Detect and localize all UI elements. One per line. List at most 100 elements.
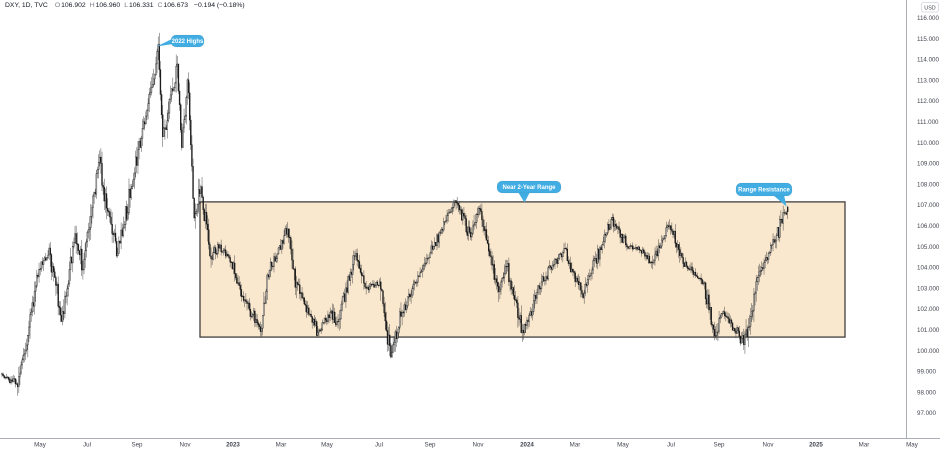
candle-down [380, 281, 382, 290]
candle-down [404, 304, 407, 310]
candle-down [235, 273, 237, 278]
currency-button-label: USD [924, 6, 935, 12]
currency-button[interactable]: USD [921, 2, 939, 13]
candle-down [652, 262, 654, 264]
candle-down [258, 324, 261, 327]
callout-bubble [170, 34, 205, 48]
candle-up [649, 261, 652, 264]
candle-up [434, 242, 436, 247]
price-tick-label: 104.000 [917, 265, 940, 272]
candle-down [239, 285, 241, 290]
range-box-drawing[interactable] [199, 201, 846, 338]
candle-up [336, 321, 338, 325]
candle-down [739, 336, 742, 344]
candle-down [144, 121, 146, 125]
candle-up [754, 292, 756, 295]
candle-up [56, 283, 58, 286]
candle-down [111, 223, 113, 234]
callout-range-resistance[interactable]: Range Resistance [735, 182, 793, 207]
candle-up [408, 293, 410, 297]
candle-down [41, 261, 44, 265]
candle-up [761, 267, 763, 271]
candle-down [735, 330, 737, 334]
candle-down [627, 246, 629, 249]
candle-up [86, 231, 89, 243]
candle-down [360, 272, 363, 276]
candle-up [369, 284, 372, 287]
candle-down [389, 334, 391, 346]
candle-down [692, 270, 694, 275]
candle-up [219, 244, 221, 249]
symbol-title[interactable]: DXY, 1D, TVC [5, 2, 48, 9]
price-tick-label: 110.000 [917, 140, 939, 147]
candle-up [655, 250, 657, 255]
candle-up [663, 238, 665, 240]
candle-up [128, 189, 130, 213]
candle-down [565, 247, 567, 250]
candle-down [470, 232, 472, 238]
candle-up [753, 293, 755, 311]
candle-down [621, 234, 624, 243]
candle-up [73, 242, 75, 247]
candle-down [11, 379, 13, 382]
candle-up [164, 127, 166, 129]
candle-up [253, 310, 255, 315]
candle-down [106, 207, 109, 212]
candle-up [72, 246, 74, 264]
callout-highs-2022[interactable]: 2022 Highs [156, 34, 205, 48]
candle-up [559, 253, 562, 255]
range-box-fill[interactable] [200, 201, 845, 338]
candle-down [539, 288, 542, 290]
candle-down [303, 297, 305, 305]
candle-up [96, 169, 99, 174]
candle-up [499, 288, 501, 293]
candle-down [672, 230, 674, 235]
candle-down [409, 293, 411, 298]
candle-up [222, 249, 225, 253]
candle-down [508, 263, 510, 283]
candle-down [348, 276, 350, 281]
candle-up [321, 322, 323, 331]
candle-down [344, 293, 346, 302]
candle-down [636, 247, 638, 250]
candle-up [718, 318, 720, 332]
candle-up [654, 253, 656, 261]
candle-down [77, 244, 80, 251]
candle-down [58, 305, 60, 308]
candle-up [340, 303, 343, 311]
candle-down [386, 330, 389, 345]
price-axis[interactable]: 116.000 115.000 114.000 113.000 112.000 111.0… [917, 15, 940, 417]
candle-up [156, 51, 158, 65]
candle-up [540, 281, 543, 289]
candle-down [625, 235, 627, 246]
candle-up [757, 275, 760, 278]
candle-down [481, 211, 483, 220]
candle-down [302, 297, 304, 299]
candle-up [284, 228, 286, 236]
time-axis[interactable]: May Jul Sep Nov 2023 Mar May Jul Sep Nov 2024 Mar Ma… [34, 442, 919, 449]
candle-up [391, 351, 393, 358]
candle-up [145, 115, 147, 125]
candle-up [137, 149, 139, 166]
candle-down [441, 228, 444, 231]
candle-up [511, 287, 513, 290]
candle-up [392, 344, 394, 353]
candle-down [456, 202, 458, 204]
candle-up [88, 227, 91, 230]
candle-down [76, 243, 78, 245]
candle-up [765, 257, 767, 261]
candle-up [118, 240, 120, 254]
candle-down [205, 212, 208, 225]
price-tick-label: 99.000 [917, 369, 936, 376]
callout-near-2-year-range[interactable]: Near 2-Year Range [496, 180, 562, 203]
candle-up [423, 263, 426, 266]
candle-up [575, 277, 578, 282]
candle-up [133, 172, 136, 180]
candle-up [182, 127, 184, 148]
candle-down [187, 79, 190, 94]
candle-down [695, 275, 698, 277]
candle-up [410, 294, 412, 298]
candle-up [749, 316, 752, 327]
candle-down [435, 242, 437, 246]
candle-down [181, 129, 183, 148]
